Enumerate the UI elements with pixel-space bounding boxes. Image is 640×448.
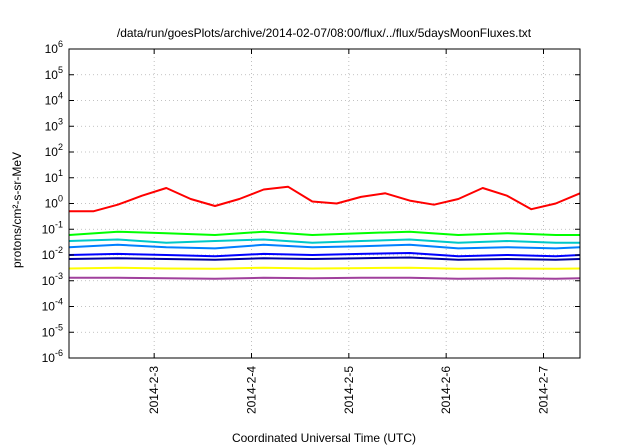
y-tick-label: 10-5	[42, 322, 63, 339]
y-tick-label: 10-3	[42, 271, 63, 288]
y-tick-base: 10	[45, 119, 59, 133]
y-tick-exponent: 6	[58, 39, 63, 49]
x-tick-label: 2014-2-3	[147, 366, 161, 414]
y-tick-exponent: 0	[58, 194, 63, 204]
y-tick-label: 102	[45, 142, 63, 159]
series-line	[69, 276, 581, 280]
y-tick-label: 10-4	[42, 297, 63, 314]
y-tick-base: 10	[42, 351, 56, 365]
y-tick-label: 106	[45, 39, 63, 56]
y-tick-exponent: -2	[55, 245, 63, 255]
y-tick-label: 101	[45, 168, 63, 185]
y-tick-exponent: -6	[55, 348, 63, 358]
y-tick-exponent: 1	[58, 168, 63, 178]
y-tick-base: 10	[42, 274, 56, 288]
y-tick-exponent: 2	[58, 142, 63, 152]
series-line	[68, 230, 580, 236]
series-line	[68, 252, 581, 258]
series-line	[68, 256, 581, 261]
x-tick-label: 2014-2-5	[342, 366, 356, 414]
chart-title: /data/run/goesPlots/archive/2014-02-07/0…	[117, 26, 532, 40]
y-tick-label: 10-2	[42, 245, 63, 262]
series-layer	[68, 185, 581, 280]
y-tick-exponent: 4	[58, 91, 63, 101]
x-axis-label: Coordinated Universal Time (UTC)	[232, 431, 416, 445]
series-line	[68, 266, 581, 270]
y-tick-exponent: 3	[58, 116, 63, 126]
x-tick-label: 2014-2-6	[439, 366, 453, 414]
x-tick-label: 2014-2-7	[537, 366, 551, 414]
x-tick-label: 2014-2-4	[245, 366, 259, 414]
y-axis-label: protons/cm²-s-sr-MeV	[10, 152, 24, 268]
y-tick-label: 10-1	[42, 219, 63, 236]
y-tick-base: 10	[45, 145, 59, 159]
y-tick-base: 10	[42, 222, 56, 236]
series-line	[68, 243, 581, 250]
y-tick-exponent: 5	[58, 65, 63, 75]
ticks: 10610510410310210110010-110-210-310-410-…	[42, 39, 580, 414]
y-tick-label: 10-6	[42, 348, 63, 365]
y-tick-exponent: -5	[55, 322, 63, 332]
y-tick-base: 10	[42, 300, 56, 314]
y-tick-base: 10	[42, 248, 56, 262]
series-line	[69, 185, 581, 213]
series-line	[68, 238, 580, 244]
y-tick-base: 10	[45, 197, 59, 211]
y-tick-base: 10	[45, 171, 59, 185]
y-tick-base: 10	[45, 94, 59, 108]
y-tick-label: 104	[45, 91, 63, 108]
y-tick-label: 103	[45, 116, 63, 133]
y-tick-label: 100	[45, 194, 63, 211]
y-tick-exponent: -4	[55, 297, 63, 307]
y-tick-exponent: -3	[55, 271, 63, 281]
y-tick-exponent: -1	[55, 219, 63, 229]
y-tick-label: 105	[45, 65, 63, 82]
y-tick-base: 10	[45, 68, 59, 82]
y-tick-base: 10	[42, 325, 56, 339]
y-tick-base: 10	[45, 42, 59, 56]
